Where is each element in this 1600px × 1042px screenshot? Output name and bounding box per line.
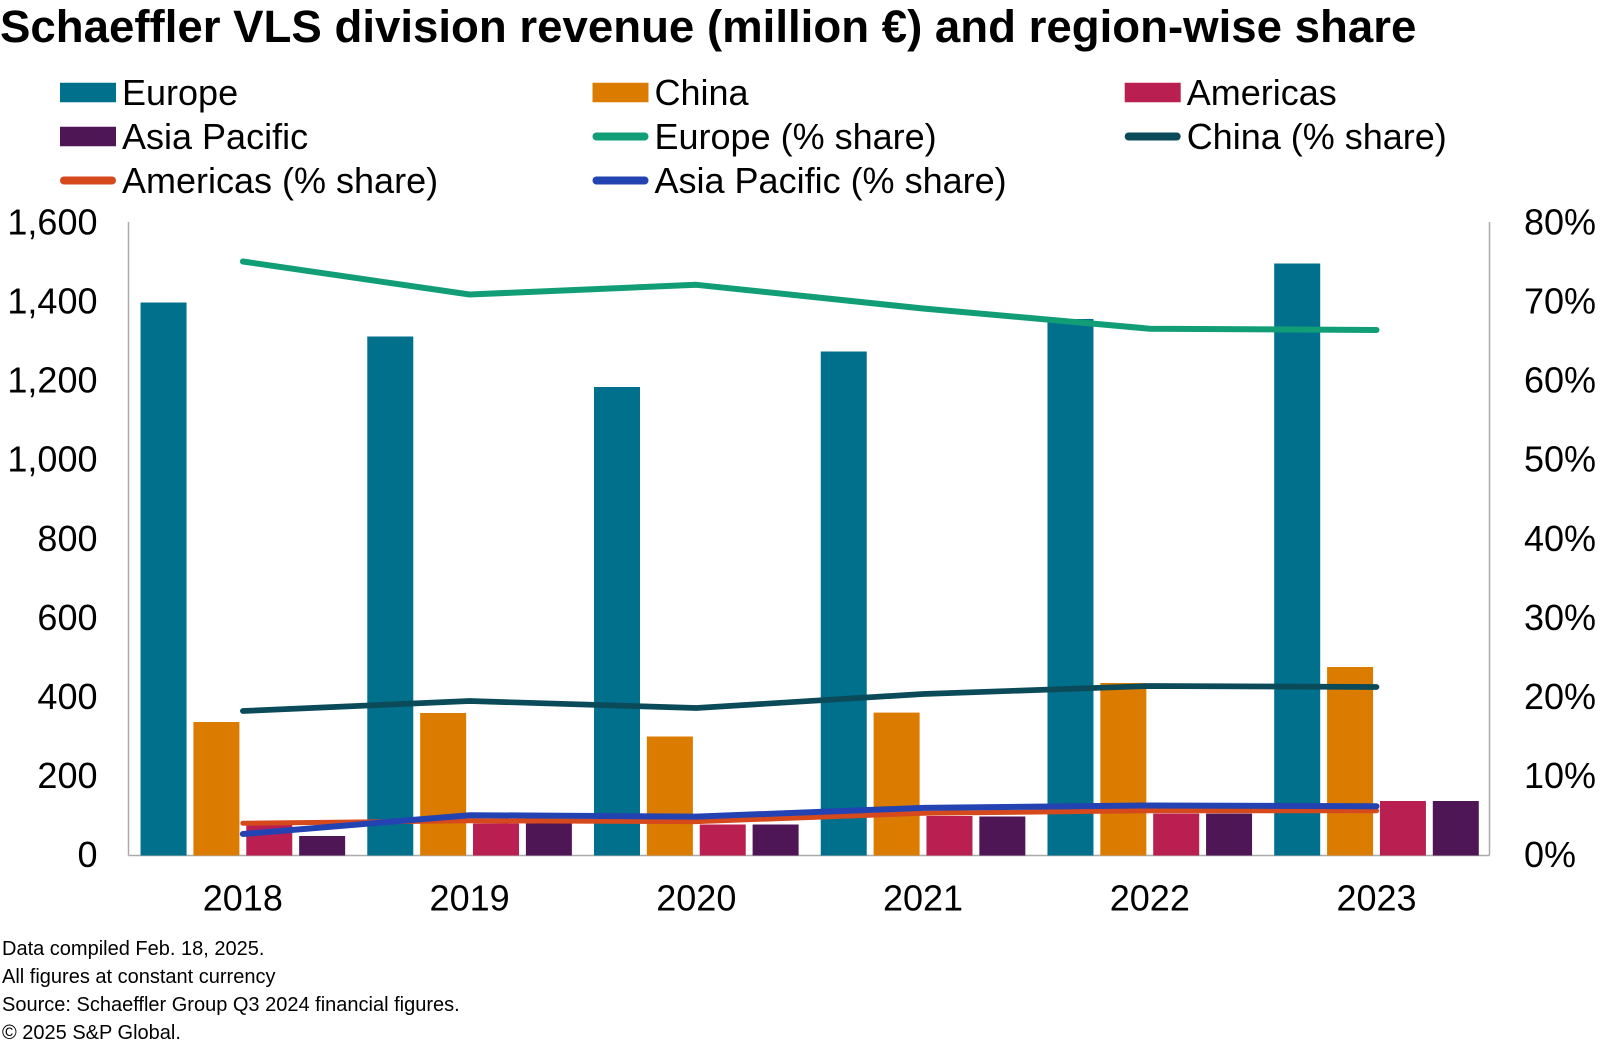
svg-text:China (% share): China (% share): [1187, 116, 1447, 157]
svg-text:1,600: 1,600: [7, 201, 97, 242]
svg-text:Europe: Europe: [122, 72, 238, 113]
svg-text:2023: 2023: [1336, 877, 1416, 918]
svg-text:2021: 2021: [883, 877, 963, 918]
svg-text:1,000: 1,000: [7, 439, 97, 480]
svg-text:400: 400: [37, 676, 97, 717]
svg-text:80%: 80%: [1524, 201, 1596, 242]
svg-text:50%: 50%: [1524, 439, 1596, 480]
svg-text:2022: 2022: [1110, 877, 1190, 918]
svg-text:1,200: 1,200: [7, 360, 97, 401]
svg-text:Schaeffler VLS division revenu: Schaeffler VLS division revenue (million…: [0, 1, 1416, 52]
svg-text:Americas (% share): Americas (% share): [122, 160, 438, 201]
svg-text:200: 200: [37, 755, 97, 796]
svg-text:600: 600: [37, 597, 97, 638]
svg-text:Americas: Americas: [1187, 72, 1337, 113]
svg-text:Asia Pacific: Asia Pacific: [122, 116, 308, 157]
svg-text:Source: Schaeffler Group Q3 20: Source: Schaeffler Group Q3 2024 financi…: [2, 994, 460, 1016]
svg-text:2019: 2019: [430, 877, 510, 918]
svg-text:40%: 40%: [1524, 518, 1596, 559]
svg-text:60%: 60%: [1524, 360, 1596, 401]
svg-text:Asia Pacific (% share): Asia Pacific (% share): [655, 160, 1007, 201]
svg-text:Europe (% share): Europe (% share): [655, 116, 937, 157]
svg-text:2020: 2020: [656, 877, 736, 918]
svg-text:1,400: 1,400: [7, 280, 97, 321]
svg-text:China: China: [655, 72, 750, 113]
svg-text:Data compiled Feb. 18, 2025.: Data compiled Feb. 18, 2025.: [2, 938, 264, 960]
svg-text:20%: 20%: [1524, 676, 1596, 717]
svg-text:800: 800: [37, 518, 97, 559]
svg-text:0%: 0%: [1524, 834, 1576, 875]
svg-text:© 2025 S&P Global.: © 2025 S&P Global.: [2, 1022, 181, 1042]
svg-text:0: 0: [77, 834, 97, 875]
svg-text:2018: 2018: [203, 877, 283, 918]
svg-text:10%: 10%: [1524, 755, 1596, 796]
svg-text:All figures at constant curren: All figures at constant currency: [2, 966, 275, 988]
svg-text:70%: 70%: [1524, 280, 1596, 321]
svg-text:30%: 30%: [1524, 597, 1596, 638]
